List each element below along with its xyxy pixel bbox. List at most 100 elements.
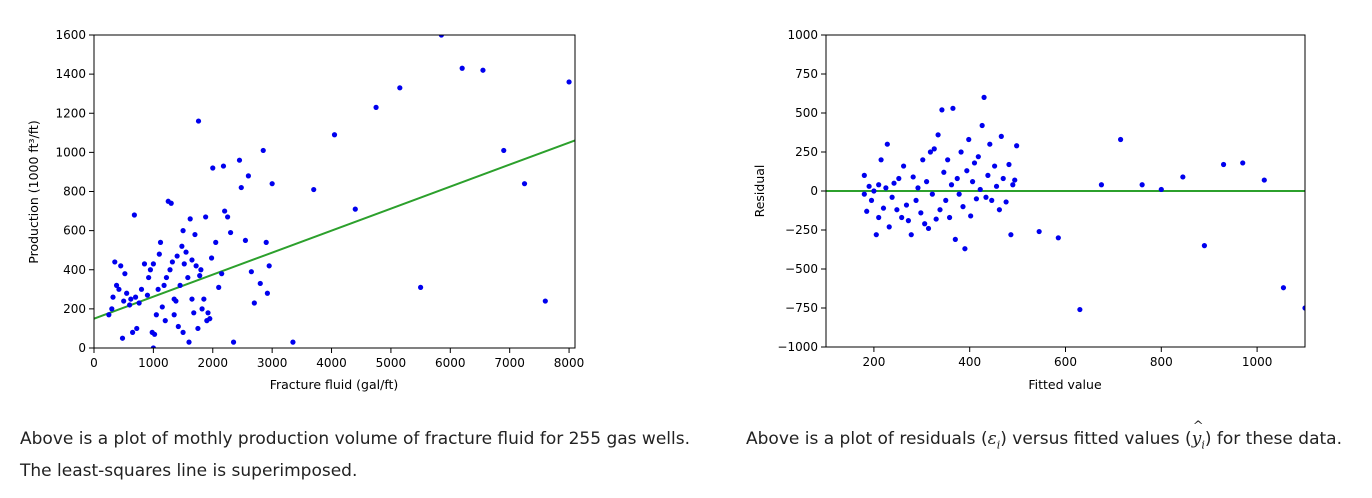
production-point — [189, 296, 195, 302]
residual-point — [939, 107, 945, 113]
production-point — [163, 274, 170, 281]
residual-point — [900, 163, 907, 169]
production-point — [263, 239, 269, 245]
residual-point — [880, 205, 887, 211]
production-y-tick-label: 800 — [63, 185, 86, 199]
residual-point — [981, 94, 987, 100]
production-point — [238, 184, 244, 191]
residual-plot-area — [825, 34, 1306, 348]
production-point — [162, 318, 168, 324]
residual-point — [983, 194, 989, 200]
production-point — [418, 284, 424, 290]
production-point — [118, 263, 124, 269]
residual-point — [903, 202, 910, 208]
residual-point — [1180, 174, 1186, 180]
production-point — [157, 239, 164, 245]
production-point — [264, 290, 270, 296]
residual-point — [985, 172, 991, 178]
residual-point — [943, 197, 949, 203]
residual-point — [1077, 306, 1083, 313]
residual-point — [935, 132, 941, 138]
production-point — [193, 263, 199, 269]
residual-point — [923, 179, 930, 185]
production-point — [245, 173, 251, 179]
residual-point — [889, 194, 895, 200]
residual-point — [1008, 232, 1014, 238]
production-point — [266, 263, 272, 269]
residual-x-ticks: 200 400 600 800 1000 — [862, 347, 1272, 369]
production-point — [180, 329, 186, 335]
residual-point — [925, 225, 932, 232]
residual-y-tick-label: 250 — [795, 145, 818, 159]
residual-point — [992, 163, 998, 169]
production-point — [179, 243, 185, 249]
residual-y-tick-label: 750 — [795, 67, 818, 81]
production-point — [177, 282, 183, 288]
production-point — [189, 257, 195, 263]
production-point — [159, 304, 165, 310]
production-point — [195, 325, 201, 332]
production-point — [181, 261, 187, 267]
residual-point — [899, 214, 905, 221]
production-point — [156, 251, 162, 257]
production-point — [168, 200, 174, 206]
y-hat-symbol: ^ y — [1191, 419, 1204, 454]
residual-y-ticks: −1000 −750 −500 −250 0 250 500 750 1000 — [777, 28, 826, 354]
production-x-tick-label: 0 — [90, 356, 98, 370]
production-point — [121, 298, 127, 304]
residual-point — [915, 185, 921, 191]
production-point — [210, 165, 216, 171]
residual-point — [1201, 243, 1208, 249]
production-y-tick-label: 1600 — [55, 28, 86, 42]
y-hat-letter: y — [1191, 429, 1202, 449]
production-point — [216, 284, 222, 290]
production-x-axis-title: Fracture fluid (gal/ft) — [270, 377, 399, 392]
residual-point — [948, 182, 955, 188]
production-point — [128, 296, 134, 302]
residual-point — [920, 157, 926, 163]
production-chart: 0 1000 2000 3000 4000 5000 6000 7000 8000 0 200 40… — [26, 28, 584, 392]
residual-point — [973, 196, 980, 202]
residual-point — [1098, 182, 1105, 188]
production-x-tick-label: 7000 — [494, 356, 525, 370]
production-point — [201, 296, 207, 302]
residual-point — [960, 204, 966, 210]
residual-point — [1003, 199, 1009, 205]
production-point — [352, 206, 358, 212]
residual-point — [873, 232, 879, 238]
production-plot-frame — [93, 34, 576, 349]
residual-y-tick-label: −250 — [785, 223, 818, 237]
production-y-tick-label: 1000 — [55, 145, 86, 159]
production-point — [236, 157, 243, 163]
residual-point — [891, 180, 897, 186]
residual-point — [1220, 161, 1227, 168]
production-plot-area — [93, 34, 576, 349]
residual-point — [969, 179, 976, 185]
residual-point — [975, 154, 981, 160]
y-hat-caret: ^ — [1192, 419, 1204, 434]
left-caption-line-2: The least-squares line is superimposed. — [20, 461, 358, 481]
right-caption-middle: ) versus fitted values ( — [1000, 429, 1192, 449]
production-point — [173, 298, 179, 304]
residual-point — [987, 141, 993, 147]
production-point — [197, 273, 203, 279]
production-point — [119, 335, 126, 341]
production-point — [138, 286, 145, 292]
production-point — [186, 339, 192, 345]
residual-point — [878, 157, 884, 163]
residual-point — [971, 160, 978, 166]
residual-point — [876, 182, 882, 188]
production-point — [397, 85, 403, 91]
production-point — [155, 286, 161, 292]
residual-point — [1055, 235, 1061, 241]
production-point — [134, 325, 140, 332]
production-point — [132, 294, 139, 300]
residual-point — [1012, 177, 1018, 183]
residual-point — [896, 175, 902, 182]
production-point — [242, 237, 249, 244]
production-x-ticks: 0 1000 2000 3000 4000 5000 6000 7000 8000 — [90, 348, 584, 370]
production-point — [203, 214, 209, 220]
production-point — [174, 253, 180, 259]
residual-point — [1006, 161, 1012, 168]
production-y-tick-label: 200 — [63, 302, 86, 316]
